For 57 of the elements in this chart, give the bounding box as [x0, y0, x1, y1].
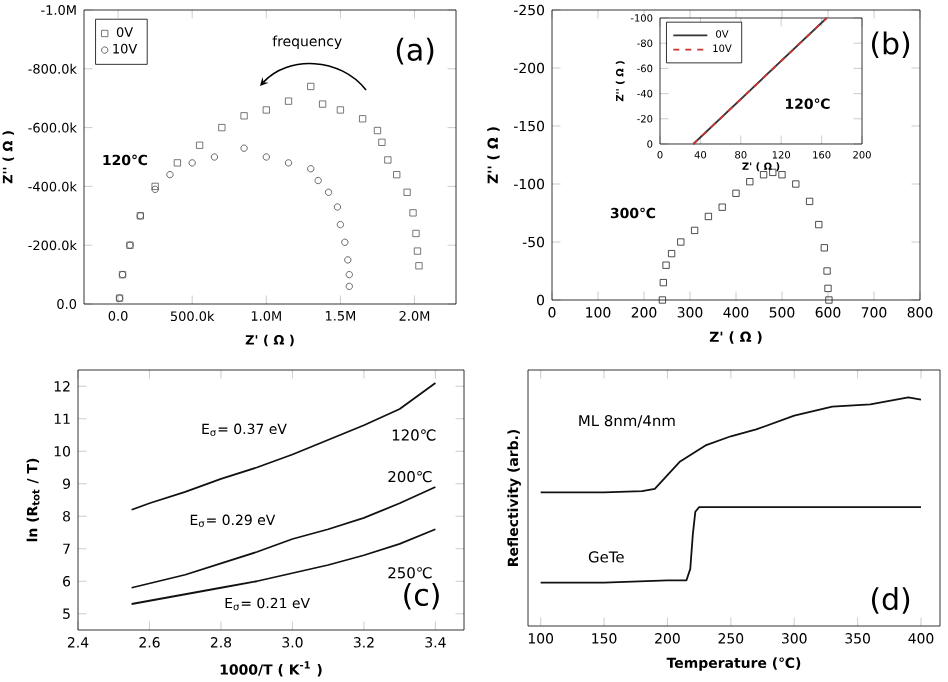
- point: [403, 188, 411, 196]
- point: [218, 124, 226, 132]
- point: [806, 197, 814, 205]
- point: [262, 106, 270, 114]
- point: [240, 144, 248, 152]
- point: [345, 271, 353, 279]
- annotation: (b): [871, 31, 910, 59]
- point: [412, 229, 420, 238]
- point: [825, 296, 833, 304]
- point: [336, 106, 344, 114]
- point: [792, 180, 800, 188]
- point: [333, 203, 342, 211]
- point: [415, 262, 423, 270]
- point: [210, 153, 219, 161]
- annotation: (d): [871, 587, 910, 614]
- point: [659, 279, 667, 287]
- point: [324, 188, 333, 196]
- point: [314, 176, 322, 185]
- point: [344, 256, 352, 264]
- point: [196, 141, 204, 149]
- point: [262, 153, 270, 161]
- annotation: (c): [404, 582, 439, 610]
- point: [307, 82, 315, 91]
- point: [307, 165, 315, 173]
- point: [173, 159, 181, 167]
- annotation: (a): [396, 37, 434, 65]
- point: [746, 178, 754, 186]
- point: [662, 261, 670, 269]
- point: [668, 250, 676, 258]
- point: [373, 126, 382, 135]
- point: [409, 209, 417, 217]
- point: [240, 112, 248, 120]
- point: [778, 171, 786, 179]
- point: [677, 238, 685, 246]
- point: [658, 296, 666, 304]
- point: [393, 171, 401, 179]
- point: [704, 212, 712, 221]
- point: [820, 244, 828, 252]
- point: [378, 138, 386, 146]
- point: [359, 115, 367, 123]
- point: [823, 267, 831, 275]
- point: [384, 156, 392, 164]
- point: [166, 171, 174, 179]
- point: [336, 221, 344, 229]
- point: [341, 238, 349, 246]
- point: [691, 226, 699, 234]
- point: [760, 171, 768, 179]
- point: [413, 247, 422, 255]
- point: [188, 159, 196, 167]
- point: [824, 284, 832, 292]
- point: [284, 159, 293, 167]
- point: [345, 282, 353, 290]
- point: [815, 221, 823, 229]
- point: [718, 203, 726, 211]
- point: [284, 97, 293, 105]
- point: [732, 189, 740, 197]
- point: [319, 100, 327, 108]
